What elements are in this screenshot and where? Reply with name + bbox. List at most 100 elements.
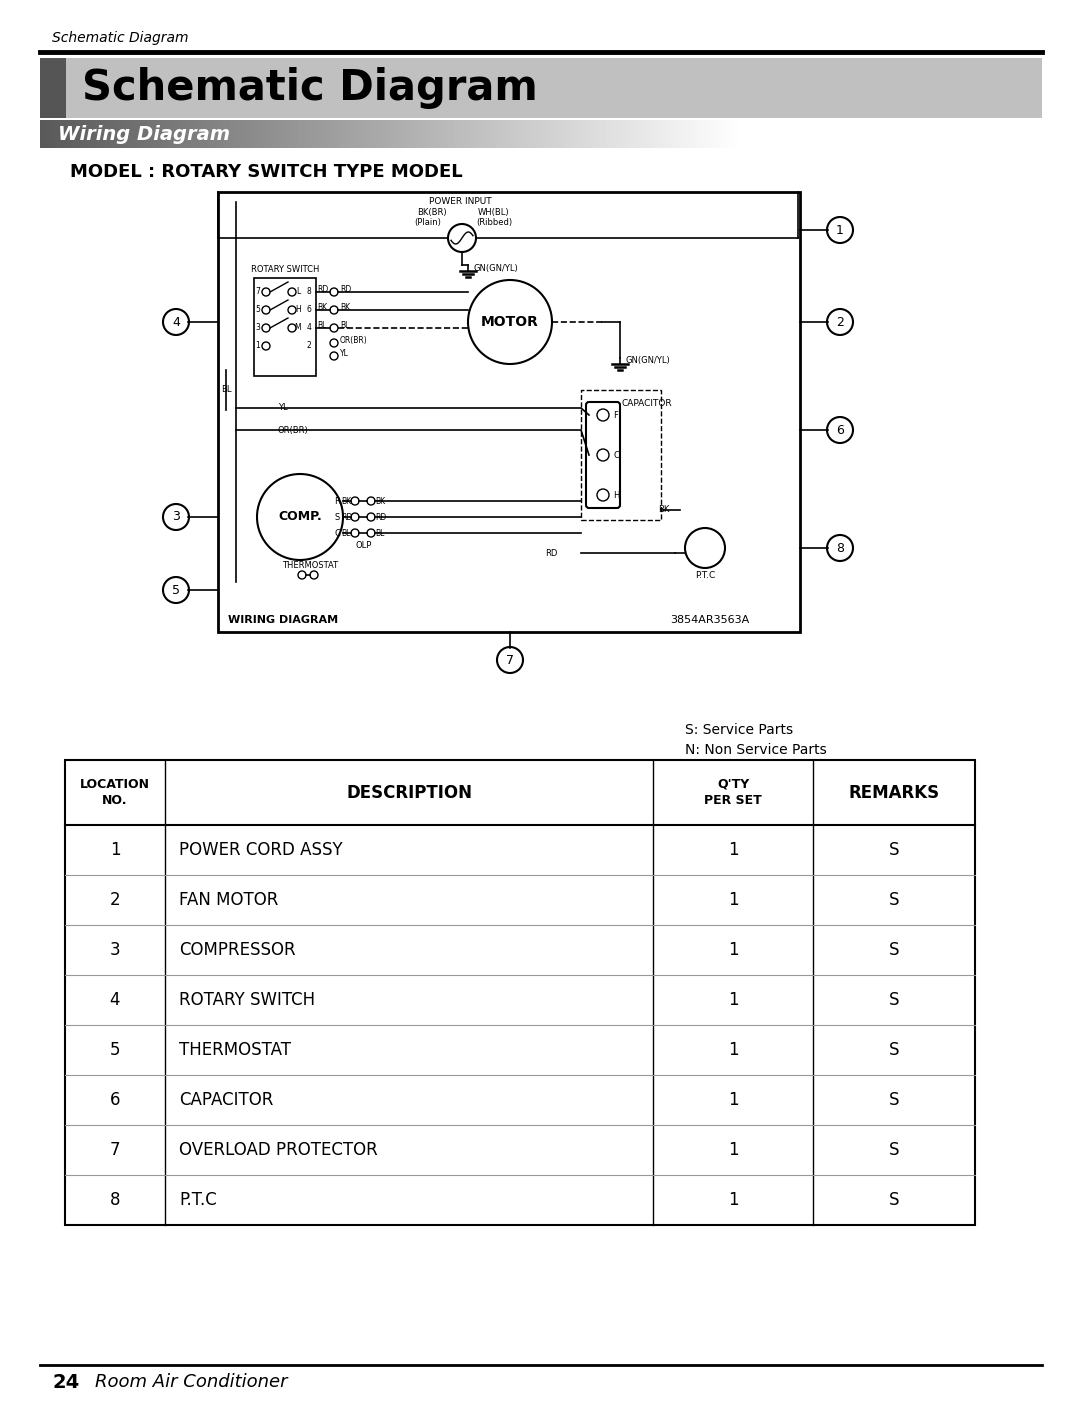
- Text: Room Air Conditioner: Room Air Conditioner: [95, 1373, 287, 1391]
- Bar: [348, 119, 351, 148]
- Circle shape: [330, 339, 338, 347]
- Bar: [484, 119, 487, 148]
- Text: BL: BL: [318, 322, 326, 330]
- Bar: [145, 119, 148, 148]
- Text: 1: 1: [728, 991, 739, 1009]
- Bar: [681, 119, 685, 148]
- Bar: [171, 119, 174, 148]
- Bar: [492, 119, 496, 148]
- Bar: [164, 119, 167, 148]
- Bar: [514, 119, 517, 148]
- Bar: [667, 119, 671, 148]
- Bar: [516, 119, 519, 148]
- Bar: [693, 119, 697, 148]
- Circle shape: [257, 473, 343, 561]
- Bar: [327, 119, 330, 148]
- Bar: [129, 119, 132, 148]
- Bar: [553, 119, 556, 148]
- Text: RD: RD: [375, 513, 387, 521]
- Bar: [589, 119, 592, 148]
- Bar: [231, 119, 234, 148]
- Bar: [453, 119, 457, 148]
- Bar: [82, 119, 85, 148]
- Text: BK: BK: [341, 496, 351, 506]
- Bar: [474, 119, 477, 148]
- Text: S: S: [889, 1041, 900, 1059]
- Bar: [52, 119, 55, 148]
- Text: BK: BK: [375, 496, 386, 506]
- Text: LOCATION
NO.: LOCATION NO.: [80, 777, 150, 808]
- Text: CAPACITOR: CAPACITOR: [621, 399, 672, 407]
- Bar: [418, 119, 421, 148]
- Bar: [205, 119, 210, 148]
- Text: THERMOSTAT: THERMOSTAT: [179, 1041, 291, 1059]
- Bar: [684, 119, 687, 148]
- Text: 1: 1: [110, 842, 120, 858]
- Bar: [283, 119, 286, 148]
- Bar: [565, 119, 568, 148]
- Text: YL: YL: [340, 350, 349, 358]
- Text: 8: 8: [307, 288, 311, 296]
- Circle shape: [468, 280, 552, 364]
- Bar: [521, 119, 524, 148]
- Bar: [404, 119, 407, 148]
- Bar: [551, 119, 554, 148]
- Bar: [542, 119, 545, 148]
- Bar: [698, 119, 701, 148]
- Bar: [194, 119, 198, 148]
- Bar: [438, 119, 443, 148]
- Bar: [178, 119, 181, 148]
- Circle shape: [163, 504, 189, 530]
- Bar: [40, 58, 1042, 118]
- Text: C: C: [334, 528, 340, 538]
- Bar: [714, 119, 718, 148]
- Bar: [448, 119, 451, 148]
- Text: R: R: [334, 496, 340, 506]
- Circle shape: [827, 309, 853, 334]
- Bar: [623, 119, 626, 148]
- Text: BK(BR): BK(BR): [417, 208, 447, 216]
- Bar: [60, 119, 65, 148]
- Bar: [689, 119, 692, 148]
- Bar: [647, 119, 650, 148]
- Text: Wiring Diagram: Wiring Diagram: [58, 125, 230, 143]
- Bar: [353, 119, 356, 148]
- Text: 4: 4: [307, 323, 311, 333]
- Bar: [180, 119, 184, 148]
- Text: YL: YL: [278, 403, 287, 413]
- Circle shape: [827, 216, 853, 243]
- Bar: [208, 119, 212, 148]
- Bar: [586, 119, 590, 148]
- Bar: [58, 119, 62, 148]
- Bar: [295, 119, 298, 148]
- Bar: [621, 119, 624, 148]
- Bar: [297, 119, 300, 148]
- Text: P.T.C: P.T.C: [694, 572, 715, 580]
- Bar: [497, 119, 501, 148]
- Circle shape: [330, 353, 338, 360]
- Bar: [86, 119, 90, 148]
- Bar: [420, 119, 423, 148]
- Bar: [591, 119, 594, 148]
- Bar: [500, 119, 503, 148]
- Bar: [320, 119, 323, 148]
- Bar: [577, 119, 580, 148]
- Circle shape: [262, 288, 270, 296]
- Bar: [388, 119, 391, 148]
- Bar: [75, 119, 79, 148]
- Text: BK: BK: [658, 506, 670, 514]
- Bar: [600, 119, 604, 148]
- Bar: [575, 119, 578, 148]
- Bar: [119, 119, 123, 148]
- Bar: [502, 119, 505, 148]
- Bar: [733, 119, 737, 148]
- Text: BL: BL: [375, 528, 384, 538]
- Bar: [98, 119, 102, 148]
- Bar: [464, 119, 468, 148]
- Bar: [299, 119, 302, 148]
- Bar: [80, 119, 83, 148]
- Text: OLP: OLP: [355, 541, 372, 549]
- Bar: [450, 119, 454, 148]
- Bar: [183, 119, 186, 148]
- Bar: [411, 119, 415, 148]
